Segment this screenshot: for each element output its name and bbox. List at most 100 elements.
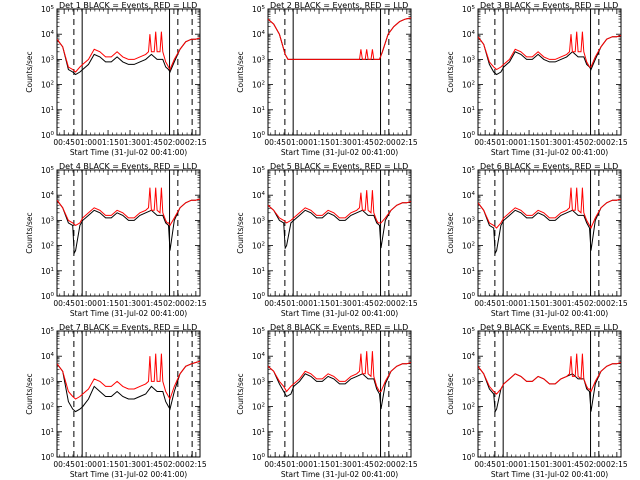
y-tick-label: 105 [41, 166, 55, 175]
x-tick-label: 02:15 [396, 138, 418, 147]
x-axis-label: Start Time (31-Jul-02 00:41:00) [70, 148, 187, 157]
y-tick-label: 103 [41, 377, 55, 386]
x-tick-label: 01:00 [286, 138, 308, 147]
x-tick-label: 01:15 [97, 299, 119, 308]
x-tick-label: 02:00 [584, 138, 606, 147]
x-tick-label: 02:00 [374, 138, 396, 147]
x-tick-label: 01:15 [97, 138, 119, 147]
series-line-events [57, 37, 200, 76]
y-tick-label: 100 [462, 453, 476, 462]
plot-frame [267, 330, 412, 458]
y-tick-label: 101 [252, 106, 265, 115]
y-tick-label: 105 [462, 166, 476, 175]
chart-title: Det 7 BLACK = Events, RED = LLD [59, 323, 197, 332]
series-line-lld [268, 351, 411, 393]
y-tick-label: 100 [41, 453, 55, 462]
x-tick-label: 01:15 [518, 138, 540, 147]
y-tick-label: 102 [252, 242, 265, 251]
x-tick-label: 00:45 [53, 299, 75, 308]
chart-panel-4: 100 101 102 103 104 105 00:45 01:00 01:15 01:30 01… [25, 162, 207, 318]
x-tick-label: 01:45 [352, 138, 374, 147]
x-axis-label: Start Time (31-Jul-02 00:41:00) [491, 470, 608, 479]
x-tick-label: 01:45 [141, 299, 163, 308]
series-line-events [57, 360, 200, 413]
plot-frame [56, 169, 201, 297]
series-line-lld [268, 17, 411, 60]
x-tick-label: 01:15 [308, 460, 330, 469]
series-line-events [478, 362, 621, 414]
plot-series-group [268, 17, 411, 60]
x-tick-label: 02:15 [396, 299, 418, 308]
x-tick-label: 01:00 [496, 138, 518, 147]
plot-frame [477, 330, 622, 458]
y-tick-label: 101 [462, 267, 475, 276]
y-tick-label: 100 [252, 292, 266, 301]
y-tick-label: 104 [462, 191, 476, 200]
plot-frame [477, 8, 622, 136]
chart-panel-7: 100 101 102 103 104 105 00:45 01:00 01:15 01:30 01… [25, 323, 207, 479]
x-tick-label: 01:30 [540, 460, 562, 469]
x-tick-label: 01:30 [119, 138, 141, 147]
x-tick-label: 00:45 [53, 460, 75, 469]
y-tick-label: 104 [462, 352, 476, 361]
x-tick-label: 01:00 [286, 299, 308, 308]
x-axis-label: Start Time (31-Jul-02 00:41:00) [70, 470, 187, 479]
y-tick-label: 102 [462, 81, 475, 90]
chart-panel-9: 100 101 102 103 104 105 00:45 01:00 01:15 01:30 01… [446, 323, 628, 479]
x-axis-label: Start Time (31-Jul-02 00:41:00) [491, 309, 608, 318]
x-tick-label: 01:00 [75, 299, 97, 308]
y-axis-label: Counts/sec [446, 373, 455, 414]
series-line-lld [57, 353, 200, 401]
y-tick-label: 101 [252, 267, 265, 276]
y-tick-label: 103 [462, 377, 476, 386]
y-tick-label: 104 [41, 352, 55, 361]
x-tick-label: 01:30 [119, 299, 141, 308]
y-tick-label: 103 [252, 216, 266, 225]
chart-title: Det 6 BLACK = Events, RED = LLD [480, 162, 618, 171]
y-tick-label: 105 [252, 327, 266, 336]
y-tick-label: 104 [41, 191, 55, 200]
plot-series-group [57, 187, 200, 256]
plot-series-group [268, 351, 411, 410]
chart-title: Det 9 BLACK = Events, RED = LLD [480, 323, 618, 332]
y-tick-label: 102 [462, 242, 475, 251]
chart-title: Det 5 BLACK = Events, RED = LLD [270, 162, 408, 171]
series-line-lld [478, 187, 621, 230]
y-axis-label: Counts/sec [446, 212, 455, 253]
plot-series-group [478, 31, 621, 76]
y-tick-label: 104 [41, 30, 55, 39]
series-line-events [268, 17, 411, 60]
y-tick-label: 102 [41, 403, 54, 412]
chart-title: Det 2 BLACK = Events, RED = LLD [270, 1, 408, 10]
chart-panel-5: 100 101 102 103 104 105 00:45 01:00 01:15 01:30 01… [236, 162, 418, 318]
y-axis-label: Counts/sec [236, 373, 245, 414]
plot-frame [56, 330, 201, 458]
x-tick-label: 01:45 [562, 299, 584, 308]
plot-series-group [478, 187, 621, 255]
y-tick-label: 105 [41, 327, 55, 336]
y-tick-label: 103 [252, 55, 266, 64]
x-tick-label: 01:45 [562, 460, 584, 469]
series-line-lld [57, 31, 200, 73]
chart-title: Det 4 BLACK = Events, RED = LLD [59, 162, 197, 171]
x-tick-label: 02:00 [163, 138, 185, 147]
series-line-lld [478, 31, 621, 71]
y-tick-label: 100 [252, 131, 266, 140]
x-tick-label: 02:15 [606, 299, 628, 308]
x-tick-label: 01:15 [308, 299, 330, 308]
x-tick-label: 00:45 [264, 460, 286, 469]
x-tick-label: 01:30 [540, 299, 562, 308]
y-tick-label: 105 [252, 166, 266, 175]
x-axis-label: Start Time (31-Jul-02 00:41:00) [491, 148, 608, 157]
x-tick-label: 02:15 [185, 460, 207, 469]
x-tick-label: 01:00 [496, 460, 518, 469]
y-axis-label: Counts/sec [25, 51, 34, 92]
series-line-events [478, 198, 621, 255]
y-axis-label: Counts/sec [25, 373, 34, 414]
x-tick-label: 00:45 [474, 460, 496, 469]
x-tick-label: 01:00 [286, 460, 308, 469]
y-axis-label: Counts/sec [25, 212, 34, 253]
y-tick-label: 101 [41, 267, 54, 276]
x-tick-label: 01:45 [562, 138, 584, 147]
y-tick-label: 102 [41, 81, 54, 90]
